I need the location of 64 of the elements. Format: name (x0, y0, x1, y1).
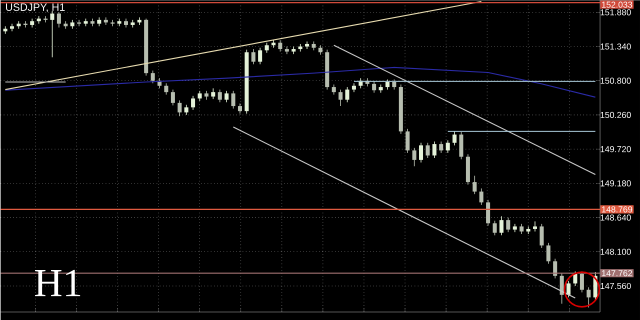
candlestick (392, 79, 396, 90)
candlestick (439, 141, 444, 154)
candlestick (540, 224, 544, 248)
candlestick (560, 272, 564, 304)
candlestick (566, 280, 571, 298)
candlestick (432, 141, 436, 158)
y-tick-label: 150.800 (600, 78, 631, 84)
y-tick-label: 148.100 (600, 248, 631, 255)
y-tick-label: 147.560 (600, 282, 631, 290)
candlestick (412, 147, 416, 167)
candlestick (211, 88, 216, 100)
candlestick (264, 42, 269, 54)
candlestick (492, 220, 497, 236)
candlestick (372, 80, 376, 94)
candlestick (479, 188, 484, 206)
candlestick (338, 89, 343, 106)
chart-title: USDJPY, H1 (6, 3, 65, 12)
candlestick (573, 271, 578, 286)
candlestick (499, 216, 504, 236)
candlestick (23, 20, 28, 28)
y-tick-label: 148.640 (600, 214, 631, 221)
candlestick (184, 104, 188, 116)
y-tick-label: 151.340 (600, 43, 631, 50)
candlestick (586, 286, 591, 308)
candlestick (278, 40, 282, 52)
ref-line-label: 147.762 (602, 270, 632, 276)
candlestick (198, 90, 202, 102)
candlestick (385, 79, 390, 90)
y-tick-label: 151.880 (600, 9, 631, 16)
candlestick (472, 175, 477, 195)
candlestick (318, 44, 322, 56)
candlestick (170, 89, 175, 106)
ref-line-label: 152.033 (602, 2, 632, 8)
candlestick (224, 90, 229, 103)
candlestick (238, 103, 242, 114)
candlestick (150, 70, 155, 84)
ref-line-label: 148.769 (602, 206, 632, 212)
candlestick (332, 84, 336, 96)
candlestick (178, 100, 182, 117)
candlestick (426, 142, 430, 158)
candlestick (50, 10, 54, 58)
candlestick (446, 140, 450, 154)
y-tick-label: 149.180 (600, 180, 631, 186)
candlestick (345, 86, 350, 103)
candlestick (251, 48, 256, 65)
candlestick (520, 224, 524, 234)
candlestick (406, 128, 410, 154)
candlestick (546, 242, 550, 264)
y-tick-label: 149.720 (600, 146, 631, 152)
candlestick (419, 142, 424, 163)
candlestick (486, 199, 490, 226)
candlestick (532, 220, 538, 232)
candlestick (231, 90, 236, 110)
candlestick (506, 217, 510, 233)
candlestick (191, 96, 196, 110)
y-tick-label: 150.260 (600, 112, 631, 118)
candlestick (218, 89, 222, 103)
candlestick (258, 47, 262, 65)
candlestick (44, 16, 48, 23)
annotation: H1 (34, 270, 80, 296)
candlestick (164, 82, 168, 96)
line-series (4, 66, 596, 98)
candlestick (459, 132, 464, 160)
candlestick (452, 131, 457, 146)
